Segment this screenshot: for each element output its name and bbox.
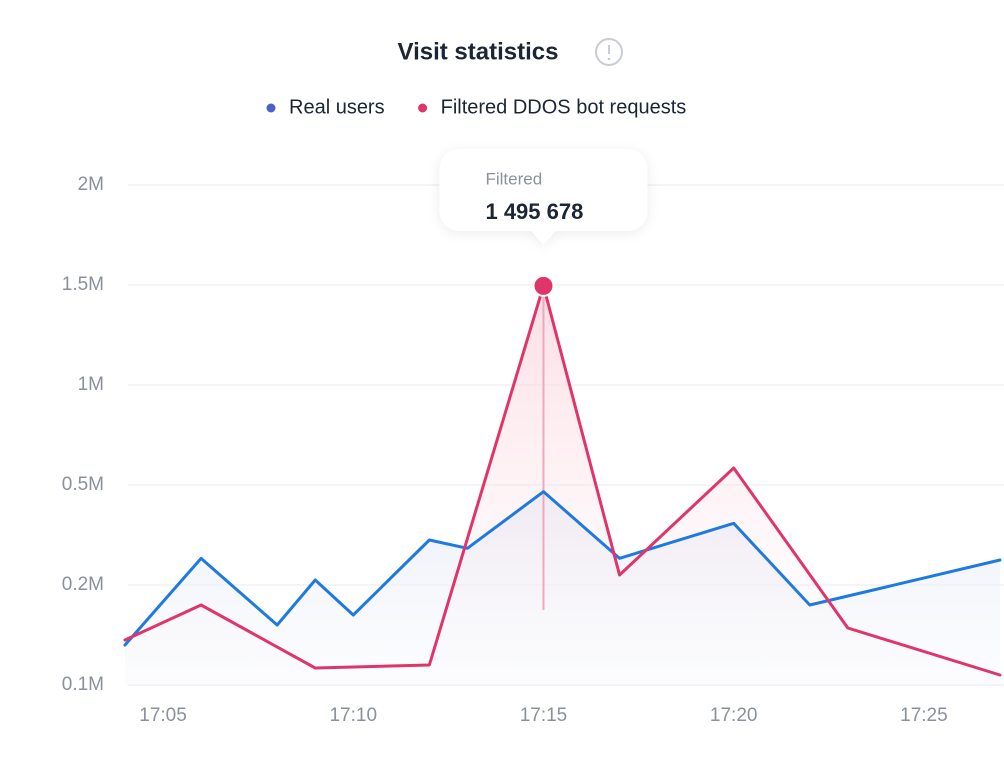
y-tick-label: 0.1M — [62, 674, 104, 695]
y-tick-label: 0.2M — [62, 574, 104, 595]
y-tick-label: 1M — [78, 374, 104, 395]
y-tick-label: 0.5M — [62, 474, 104, 495]
plot: Filtered 1 495 678 — [123, 149, 1002, 685]
tooltip-title: Filtered — [485, 169, 542, 188]
legend: Real users Filtered DDOS bot requests — [266, 96, 687, 118]
x-tick-label: 17:25 — [900, 705, 948, 726]
legend-dot — [418, 103, 428, 113]
x-tick-label: 17:05 — [139, 705, 187, 726]
x-tick-label: 17:20 — [710, 705, 758, 726]
info-icon[interactable] — [595, 38, 623, 66]
tooltip-box — [439, 149, 648, 245]
series-line — [123, 490, 1002, 647]
tooltip: Filtered 1 495 678 — [439, 149, 648, 245]
x-tick-label: 17:10 — [329, 705, 377, 726]
chart-title: Visit statistics — [398, 38, 559, 65]
legend-label: Filtered DDOS bot requests — [441, 96, 687, 118]
area — [125, 285, 1000, 685]
tooltip-value: 1 495 678 — [485, 199, 583, 224]
legend-label: Real users — [289, 96, 385, 118]
y-tick-label: 2M — [78, 174, 104, 195]
y-tick-label: 1.5M — [62, 274, 104, 295]
legend-dot — [266, 103, 276, 113]
highlight-point — [532, 274, 555, 297]
x-tick-label: 17:15 — [520, 705, 568, 726]
